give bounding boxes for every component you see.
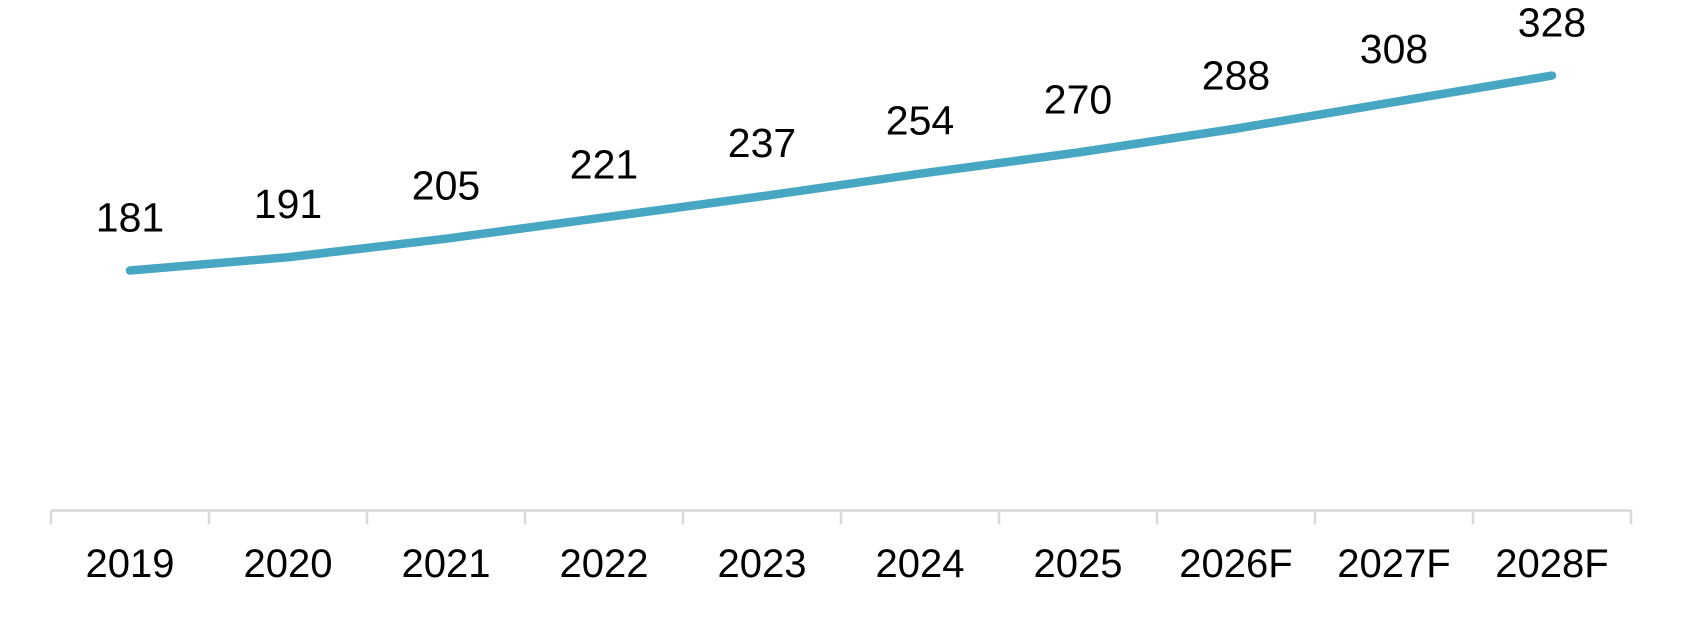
data-label: 270 <box>1044 76 1112 122</box>
data-label: 328 <box>1518 0 1586 46</box>
x-axis-tick-label: 2021 <box>402 542 491 586</box>
data-label: 254 <box>886 98 954 144</box>
data-label: 181 <box>96 194 164 240</box>
data-label: 205 <box>412 163 480 209</box>
x-axis-tick-label: 2020 <box>244 542 333 586</box>
data-label: 288 <box>1202 53 1270 99</box>
data-label: 221 <box>570 141 638 187</box>
x-axis-tick-label: 2024 <box>876 542 965 586</box>
x-axis-tick-label: 2019 <box>86 542 175 586</box>
x-axis-tick-label: 2022 <box>560 542 649 586</box>
series-line <box>125 71 1557 275</box>
data-label: 308 <box>1360 26 1428 72</box>
x-axis-tick-label: 2027F <box>1337 542 1450 586</box>
x-axis-tick-label: 2028F <box>1495 542 1608 586</box>
x-axis-tick-label: 2026F <box>1179 542 1292 586</box>
data-label: 191 <box>254 181 322 227</box>
x-axis-tick-label: 2023 <box>718 542 807 586</box>
data-label: 237 <box>728 120 796 166</box>
x-axis-tick-label: 2025 <box>1034 542 1123 586</box>
